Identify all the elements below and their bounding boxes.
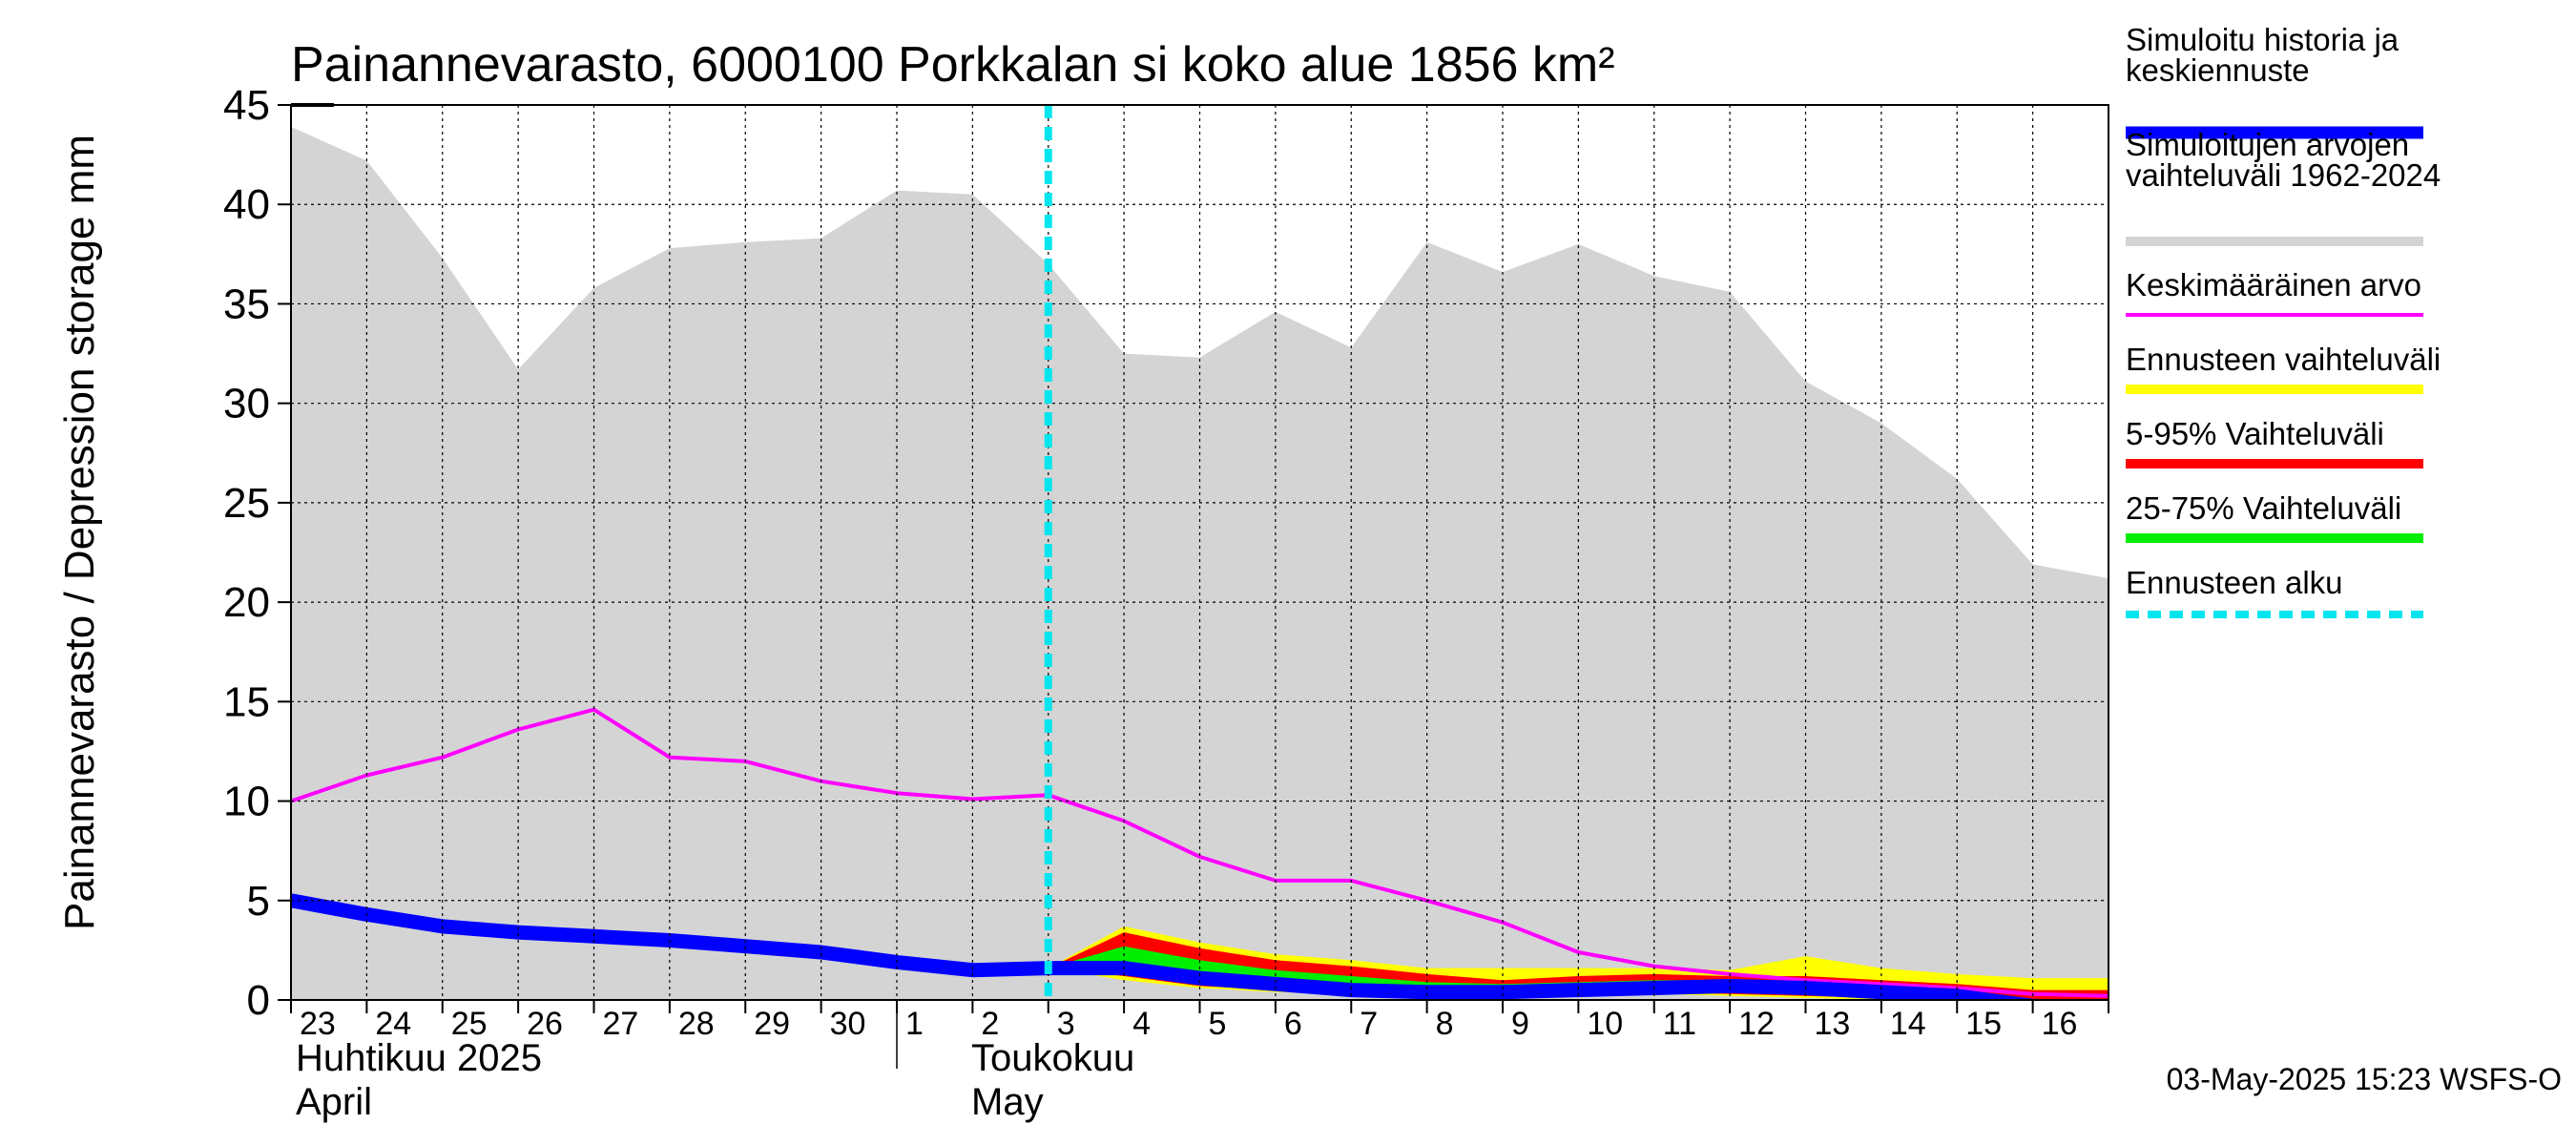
legend-label: Simuloitujen arvojen: [2126, 127, 2409, 162]
y-tick-label: 30: [223, 381, 270, 427]
y-tick-label: 5: [247, 878, 270, 925]
y-tick-label: 45: [223, 82, 270, 129]
x-axis: 23 24 25 26 27 28 29 30 1 2 3 4 5 6 7 8 9 10 11 12 13 14 15 16: [290, 1000, 2109, 1069]
x-day-label: 10: [1587, 1006, 1623, 1042]
y-tick-label: 15: [223, 678, 270, 725]
y-tick-label: 25: [223, 480, 270, 527]
x-day-label: 8: [1436, 1006, 1454, 1042]
x-day-label: 3: [1057, 1006, 1075, 1042]
x-day-label: 2: [981, 1006, 999, 1042]
x-day-label: 11: [1663, 1006, 1696, 1042]
x-day-label: 23: [300, 1006, 336, 1042]
legend-label-line2: keskiennuste: [2126, 52, 2310, 88]
x-day-label: 15: [1965, 1006, 2002, 1042]
y-tick-label: 20: [223, 579, 270, 626]
y-tick-label: 0: [247, 977, 270, 1024]
legend-label: Ennusteen alku: [2126, 565, 2343, 600]
grid: [291, 105, 2109, 1000]
x-day-label: 5: [1209, 1006, 1227, 1042]
x-day-label: 13: [1815, 1006, 1851, 1042]
x-day-label: 14: [1890, 1006, 1926, 1042]
x-day-label: 27: [603, 1006, 639, 1042]
chart-title: Painannevarasto, 6000100 Porkkalan si ko…: [291, 37, 1615, 93]
month-label-april-en: April: [296, 1081, 372, 1123]
y-tick-label: 10: [223, 779, 270, 825]
x-day-label: 4: [1132, 1006, 1151, 1042]
y-tick-label: 35: [223, 281, 270, 327]
y-tick-label: 40: [223, 181, 270, 228]
x-day-label: 24: [375, 1006, 411, 1042]
legend-label: 25-75% Vaihteluväli: [2126, 490, 2401, 526]
legend-label: 5-95% Vaihteluväli: [2126, 416, 2384, 451]
month-label-may-fi: Toukokuu: [971, 1037, 1134, 1079]
legend-label: Simuloitu historia ja: [2126, 22, 2399, 57]
x-day-label: 1: [905, 1006, 924, 1042]
x-day-label: 26: [527, 1006, 563, 1042]
y-axis: 0 5 10 15 20 25 30 35 40 45: [223, 82, 291, 1024]
y-axis-label: Painannevarasto / Depression storage mm: [56, 135, 103, 930]
month-label-may-en: May: [971, 1081, 1044, 1123]
x-day-label: 7: [1360, 1006, 1378, 1042]
x-day-label: 9: [1511, 1006, 1529, 1042]
legend-label-line2: vaihteluväli 1962-2024: [2126, 157, 2441, 193]
x-day-label: 29: [754, 1006, 790, 1042]
x-day-label: 6: [1284, 1006, 1302, 1042]
x-day-label: 12: [1738, 1006, 1775, 1042]
month-labels: Huhtikuu 2025 April Toukokuu May: [296, 1037, 1134, 1123]
timestamp: 03-May-2025 15:23 WSFS-O: [2167, 1062, 2562, 1096]
month-label-april-fi: Huhtikuu 2025: [296, 1037, 542, 1079]
legend-label: Ennusteen vaihteluväli: [2126, 342, 2441, 377]
x-day-label: 25: [451, 1006, 488, 1042]
x-day-label: 30: [830, 1006, 866, 1042]
legend-label: Keskimääräinen arvo: [2126, 267, 2421, 302]
x-day-label: 16: [2042, 1006, 2078, 1042]
x-day-label: 28: [678, 1006, 715, 1042]
